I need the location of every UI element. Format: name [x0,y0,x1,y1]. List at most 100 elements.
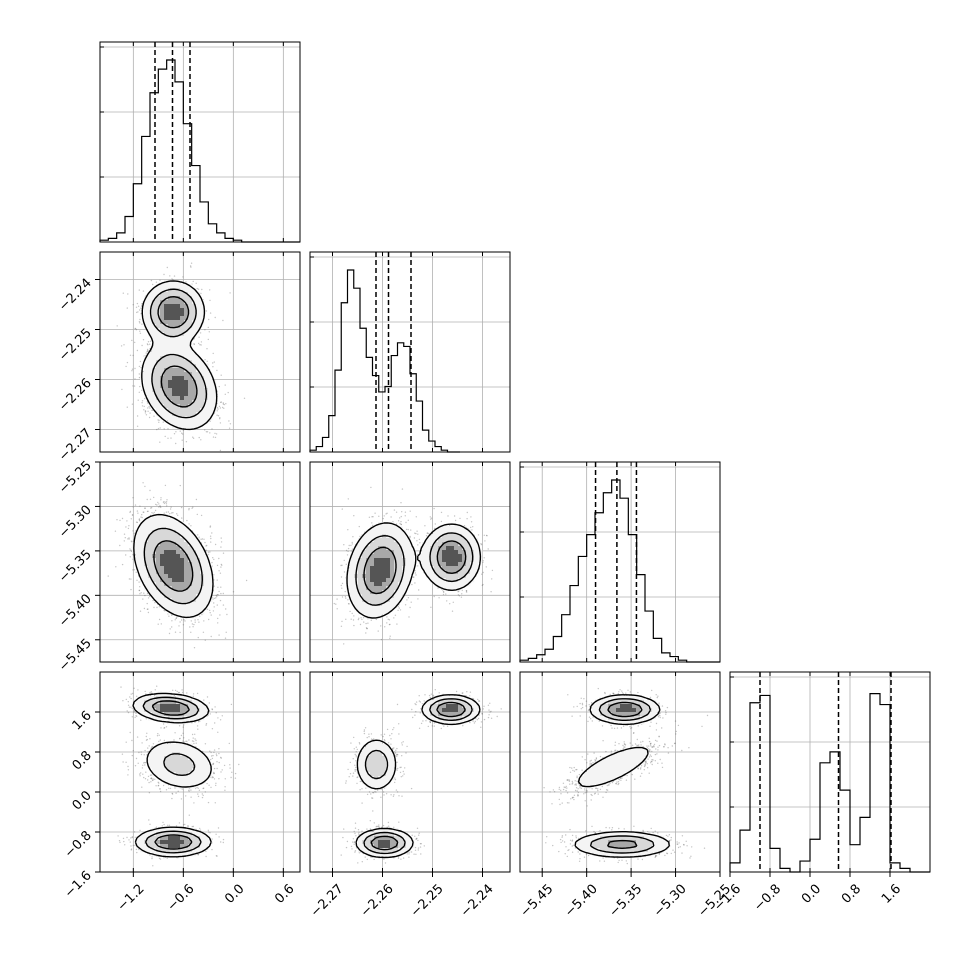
sample-point [176,513,178,515]
density-cell [184,408,189,413]
density-cell [204,408,209,413]
sample-point [147,344,149,346]
sample-point [139,360,142,363]
sample-point [139,318,141,321]
sample-point [169,512,171,515]
density-cell [172,380,177,385]
sample-point [243,397,246,399]
sample-point [121,563,124,566]
density-cell [196,400,201,405]
sample-point [198,536,200,538]
density-cell [176,392,181,397]
density-cell [168,368,173,373]
sample-point [226,613,228,616]
sample-point [143,592,145,594]
density-cell [180,424,185,429]
sample-point [217,408,219,410]
sample-point [228,427,231,429]
density-cell [148,392,153,397]
density-cell [180,344,185,349]
sample-point [206,544,208,547]
density-cell [152,312,157,317]
density-cell [200,384,205,389]
sample-point [181,439,183,441]
density-cell [172,420,177,425]
axes-frame [99,41,301,243]
sample-point [206,431,209,433]
density-cell [192,408,197,413]
sample-point [197,636,199,639]
density-cell [168,308,173,313]
sample-point [216,369,218,372]
density-cell [180,376,185,381]
density-cell [208,404,213,409]
density-cell [204,376,209,381]
sample-point [219,599,222,602]
sample-point [189,265,192,267]
sample-point [208,318,210,321]
density-cell [144,316,149,321]
sample-point [213,361,215,363]
sample-point [205,310,208,312]
sample-point [213,574,215,576]
sample-point [174,619,176,621]
density-cell [152,304,157,309]
density-cell [188,384,193,389]
density-cell [180,304,185,309]
sample-point [132,304,134,306]
sample-point [216,604,218,606]
density-cell [192,424,197,429]
density-cell [212,396,217,401]
sample-point [146,602,148,605]
sample-point [116,325,118,327]
sample-point [220,546,222,548]
sample-point [156,428,158,431]
sample-point [142,290,145,292]
sample-point [219,572,222,574]
sample-point [210,614,212,616]
density-cell [196,360,201,365]
density-cell [144,304,149,309]
density-cell [192,404,197,409]
sample-point [132,385,134,387]
sample-point [155,503,157,506]
sample-point [150,507,152,509]
sample-point [221,406,224,409]
sample-point [138,519,140,521]
sample-point [141,405,144,407]
density-cell [188,356,193,361]
density-cell [172,384,177,389]
sample-point [139,330,141,332]
sample-point [217,586,219,588]
sample-point [131,370,133,372]
sample-point [141,402,143,404]
sample-point [139,332,142,334]
sample-point [190,262,193,264]
sample-point [182,276,184,278]
density-cell [144,380,149,385]
density-cell [180,360,185,365]
density-cell [188,352,193,357]
sample-point [245,579,248,582]
density-cell [164,292,169,297]
sample-point [213,602,215,604]
sample-point [214,597,216,600]
sample-point [209,420,211,422]
sample-point [178,625,180,627]
sample-point [138,309,141,311]
sample-point [140,366,142,369]
density-cell [148,396,153,401]
sample-point [153,415,155,417]
density-cell [160,336,165,341]
density-cell [204,412,209,417]
sample-point [163,502,166,505]
sample-point [212,352,214,355]
density-cell [160,408,165,413]
density-cell [176,360,181,365]
density-cell [200,412,205,417]
sample-point [222,403,224,405]
density-cell [172,340,177,345]
sample-point [220,401,222,404]
density-cell [184,348,189,353]
sample-point [188,523,190,525]
